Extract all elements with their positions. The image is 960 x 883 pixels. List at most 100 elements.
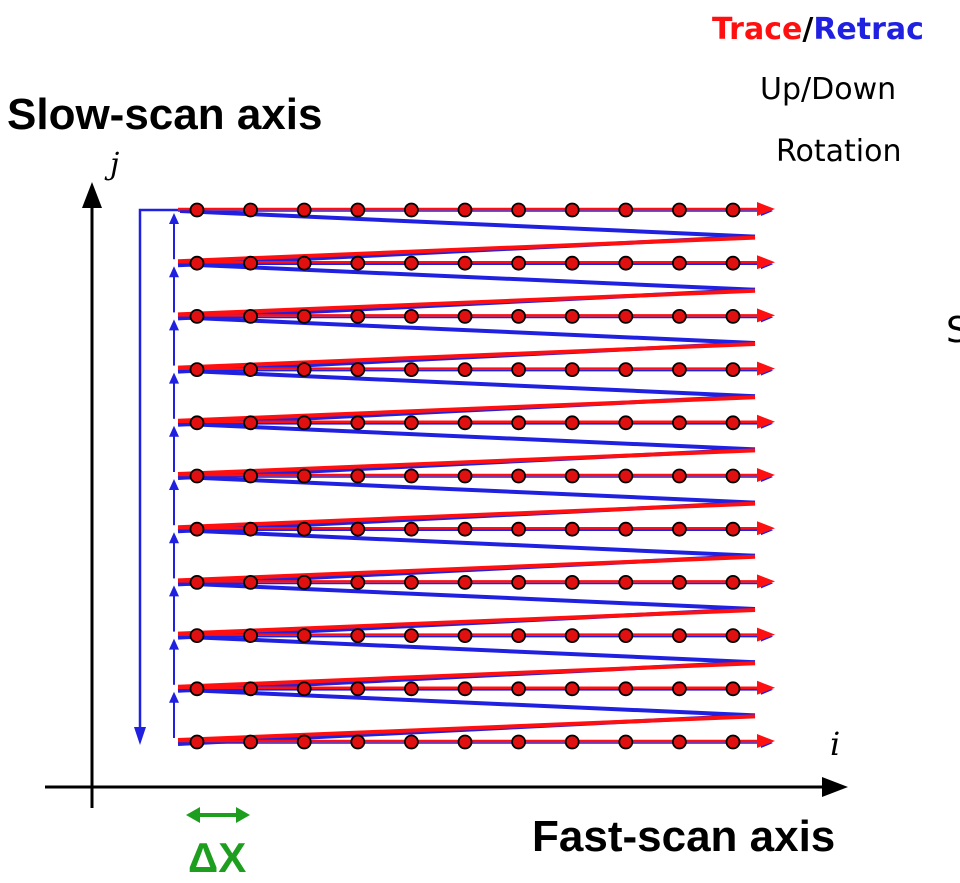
sample-point xyxy=(511,468,526,484)
sample-point xyxy=(457,415,473,431)
sample-point xyxy=(296,415,312,431)
retrace-return-arrowhead xyxy=(134,727,146,745)
sample-point xyxy=(243,628,259,643)
sample-point xyxy=(511,255,526,271)
slow-scan-axis-title: Slow-scan axis xyxy=(7,90,323,139)
sample-point xyxy=(296,734,312,750)
sample-point xyxy=(618,575,634,590)
legend-rotation: Rotation xyxy=(776,134,902,169)
sample-point xyxy=(672,521,687,537)
sample-point xyxy=(564,255,580,271)
trace-row-arrowhead xyxy=(757,627,775,642)
delta-x-arrowhead-left xyxy=(186,807,200,823)
trace-row-arrowhead xyxy=(757,414,775,429)
trace-lines xyxy=(177,202,775,748)
sample-point xyxy=(564,734,580,750)
retrace-diagonal xyxy=(179,368,756,399)
sample-point xyxy=(350,681,366,697)
sample-point xyxy=(243,468,259,484)
trace-row-arrowhead xyxy=(757,468,775,482)
row-step-arrowhead xyxy=(169,585,179,597)
trace-diagonal xyxy=(177,554,756,583)
sample-point xyxy=(243,255,259,271)
sample-point xyxy=(618,521,634,537)
legend-trace-retrace: Trace/Retrac xyxy=(712,15,924,45)
fast-scan-axis-arrowhead xyxy=(822,777,848,797)
sample-point xyxy=(672,628,687,643)
sample-point xyxy=(618,628,634,643)
sample-point xyxy=(243,415,259,431)
sample-point xyxy=(403,521,419,537)
legend-up-down: Up/Down xyxy=(760,72,897,107)
retrace-diagonal xyxy=(179,262,756,292)
sample-point xyxy=(725,415,741,431)
sample-points xyxy=(189,202,741,750)
trace-diagonal xyxy=(177,288,756,317)
sample-point xyxy=(511,308,526,324)
trace-diagonal xyxy=(177,661,756,689)
sample-point xyxy=(350,362,366,378)
sample-point xyxy=(350,521,366,537)
trace-diagonal xyxy=(177,235,756,264)
sample-point xyxy=(511,628,526,643)
sample-point xyxy=(725,308,741,324)
sample-point xyxy=(350,202,366,218)
sample-point xyxy=(618,468,634,484)
sample-point xyxy=(243,362,259,378)
sample-point xyxy=(403,468,419,484)
retrace-diagonal xyxy=(179,315,756,345)
sample-point xyxy=(457,468,473,484)
sample-point xyxy=(511,734,526,750)
i-axis-label: i xyxy=(830,725,841,763)
sample-point xyxy=(564,362,580,378)
sample-point xyxy=(511,362,526,378)
trace-row-arrowhead xyxy=(757,361,775,376)
sample-point xyxy=(350,628,366,643)
sample-point xyxy=(457,202,473,218)
sample-point xyxy=(350,415,366,431)
sample-point xyxy=(725,575,741,590)
trace-diagonal xyxy=(177,714,756,742)
sample-point xyxy=(296,255,312,271)
sample-point xyxy=(511,521,526,537)
sample-point xyxy=(189,255,205,271)
sample-point xyxy=(296,575,312,590)
trace-row-arrowhead xyxy=(757,521,775,536)
trace-diagonal xyxy=(177,448,756,476)
sample-point xyxy=(189,415,205,431)
trace-row-arrowhead xyxy=(757,574,775,589)
trace-row-arrowhead xyxy=(757,202,775,216)
sample-point xyxy=(243,681,259,697)
sample-point xyxy=(189,734,205,750)
sample-point xyxy=(672,681,687,697)
sample-point xyxy=(564,415,580,431)
delta-x-label: ΔX xyxy=(188,834,247,881)
sample-point xyxy=(403,415,419,431)
trace-diagonal xyxy=(177,342,756,370)
sample-point xyxy=(403,308,419,324)
sample-point xyxy=(672,575,687,590)
legend-separator: / xyxy=(802,12,814,47)
sample-point xyxy=(672,734,687,750)
sample-point xyxy=(672,468,687,484)
sample-point xyxy=(189,468,205,484)
retrace-diagonal xyxy=(179,475,756,505)
sample-point xyxy=(403,575,419,590)
row-step-arrowhead xyxy=(169,213,179,224)
sample-point xyxy=(618,362,634,378)
sample-point xyxy=(511,681,526,697)
row-step-arrowhead xyxy=(169,532,179,544)
retrace-diagonal xyxy=(179,634,756,665)
sample-point xyxy=(725,202,741,218)
sample-point xyxy=(296,202,312,218)
row-step-arrowhead xyxy=(169,638,179,650)
sample-point xyxy=(725,362,741,378)
sample-point xyxy=(243,575,259,590)
trace-row-arrowhead xyxy=(757,734,775,748)
row-step-arrowhead xyxy=(169,319,179,331)
sample-point xyxy=(511,575,526,590)
j-axis-label: j xyxy=(110,147,120,182)
sample-point xyxy=(296,468,312,484)
